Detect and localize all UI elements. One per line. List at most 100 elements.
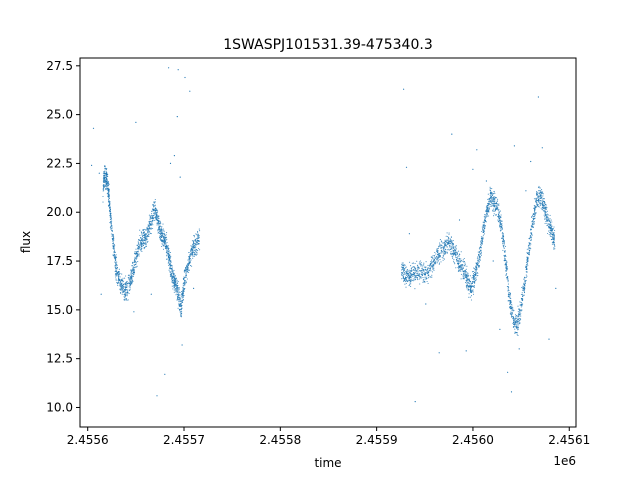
data-point — [108, 192, 110, 194]
data-point — [495, 203, 497, 205]
data-point — [483, 230, 486, 232]
data-point — [162, 232, 164, 234]
data-point — [420, 271, 422, 273]
data-point — [111, 221, 113, 223]
data-point — [494, 204, 496, 206]
data-point — [544, 222, 546, 224]
data-point — [406, 277, 408, 279]
data-point — [402, 269, 405, 271]
data-point — [540, 190, 542, 192]
data-point — [126, 284, 128, 286]
data-point — [124, 277, 126, 279]
data-point — [153, 201, 155, 203]
data-point — [513, 317, 515, 319]
data-point — [507, 279, 509, 281]
data-point — [182, 285, 184, 287]
data-point — [129, 278, 132, 280]
data-point — [503, 246, 505, 248]
data-point — [178, 286, 180, 289]
data-point — [144, 233, 146, 235]
data-point — [498, 212, 500, 214]
data-point — [427, 272, 429, 274]
data-point — [177, 296, 179, 298]
data-point — [449, 238, 452, 240]
data-point — [401, 266, 403, 268]
data-point — [418, 273, 420, 275]
data-point — [150, 221, 152, 223]
data-point — [451, 244, 453, 246]
data-point — [432, 269, 434, 271]
data-point — [444, 239, 446, 241]
data-point — [487, 210, 489, 212]
data-point — [506, 278, 508, 280]
data-point — [506, 263, 508, 266]
data-point — [171, 285, 173, 287]
data-point — [460, 267, 462, 270]
outlier-point — [100, 293, 102, 295]
data-point — [104, 180, 107, 183]
data-point — [181, 312, 183, 314]
data-point — [507, 283, 509, 285]
data-point — [181, 293, 183, 295]
data-point — [145, 237, 147, 240]
data-point — [478, 260, 480, 262]
data-point — [183, 288, 185, 291]
data-point — [128, 274, 130, 276]
data-point — [499, 224, 501, 226]
data-point — [501, 220, 503, 222]
data-point — [130, 284, 132, 286]
data-point — [504, 257, 506, 259]
outlier-point — [98, 172, 100, 174]
data-point — [162, 223, 164, 225]
data-point — [428, 267, 430, 269]
data-point — [193, 236, 195, 238]
data-point — [535, 206, 537, 208]
data-point — [416, 273, 418, 275]
data-point — [404, 268, 406, 270]
data-point — [142, 232, 144, 234]
data-point — [112, 235, 114, 237]
data-point — [546, 210, 548, 212]
data-point — [462, 270, 464, 273]
data-point — [493, 200, 495, 202]
data-point — [185, 268, 187, 270]
data-point — [517, 305, 519, 307]
data-point — [188, 269, 190, 271]
data-point — [416, 271, 418, 273]
data-point — [433, 259, 435, 261]
data-point — [529, 237, 531, 239]
data-point — [464, 272, 466, 274]
y-axis: 10.012.515.017.520.022.525.027.5 — [46, 59, 80, 414]
data-point — [519, 317, 521, 320]
data-point — [109, 208, 112, 210]
data-point — [142, 237, 144, 240]
data-point — [538, 192, 540, 194]
data-point — [165, 258, 168, 260]
data-point — [434, 256, 436, 258]
data-point — [517, 320, 519, 323]
data-point — [128, 279, 130, 281]
data-point — [117, 271, 120, 273]
data-point — [150, 228, 152, 230]
data-point — [551, 232, 553, 234]
data-point — [115, 254, 117, 256]
data-point — [414, 271, 416, 274]
data-point — [106, 172, 108, 174]
data-point — [187, 266, 189, 268]
data-point — [145, 233, 147, 235]
data-point — [430, 270, 432, 272]
data-point — [467, 276, 469, 278]
data-point — [514, 324, 516, 326]
data-point — [177, 294, 179, 296]
data-point — [438, 245, 440, 247]
data-point — [509, 306, 511, 308]
data-point — [112, 254, 114, 256]
data-point — [135, 253, 137, 255]
data-point — [494, 202, 496, 205]
data-point — [161, 244, 163, 246]
outlier-point — [168, 67, 170, 69]
data-point — [538, 195, 540, 197]
data-point — [457, 263, 459, 266]
data-point — [499, 215, 501, 217]
data-point — [544, 218, 546, 221]
